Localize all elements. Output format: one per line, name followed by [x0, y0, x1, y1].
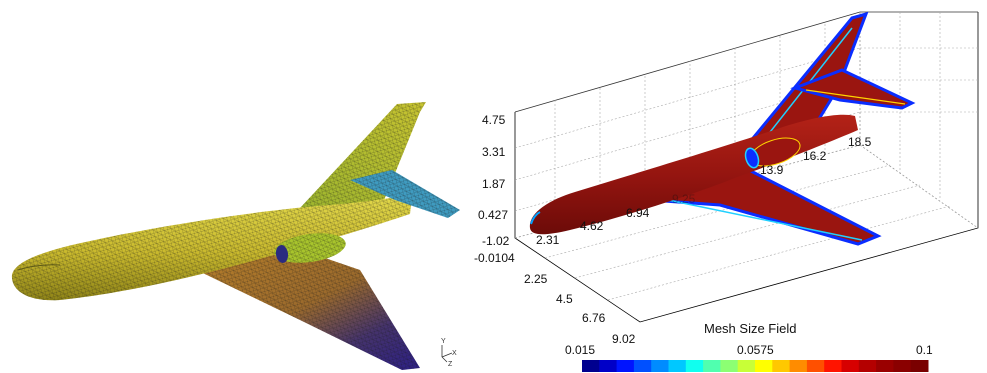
y-axis-ticks: -0.0104 2.25 4.5 6.76 9.02: [474, 251, 636, 346]
colorbar-swatch: [703, 360, 721, 372]
colorbar-swatch: [772, 360, 791, 372]
legend-max-label: 0.1: [916, 343, 933, 357]
y-tick: 4.5: [556, 292, 573, 306]
colorbar-swatch: [616, 360, 635, 372]
z-tick: 4.75: [482, 113, 506, 127]
y-tick: 2.25: [524, 272, 548, 286]
colorbar-swatches: [582, 360, 929, 372]
colorbar-swatch: [755, 360, 773, 372]
right-aircraft-size-field: [529, 11, 916, 246]
colorbar-swatch: [685, 360, 704, 372]
triad-z-label: Z: [448, 361, 453, 368]
z-axis-ticks: 4.75 3.31 1.87 0.427 -1.02: [478, 113, 510, 248]
y-tick: 9.02: [612, 332, 636, 346]
orientation-triad: Y X Z: [441, 338, 457, 368]
axes-box: [514, 11, 979, 323]
legend-min-label: 0.015: [565, 343, 595, 357]
colorbar-swatch: [737, 360, 756, 372]
colorbar-swatch: [910, 360, 929, 372]
legend-title: Mesh Size Field: [704, 321, 796, 336]
colorbar-swatch: [876, 360, 894, 372]
x-axis-ticks: 2.31 4.62 6.94 9.25 11.6 13.9 16.2 18.5: [536, 135, 872, 247]
x-tick: 6.94: [626, 206, 650, 220]
triad-x-label: X: [452, 350, 457, 357]
y-tick: 6.76: [582, 311, 606, 325]
colorbar-swatch: [582, 360, 600, 372]
colorbar-swatch: [858, 360, 877, 372]
x-tick: 4.62: [580, 219, 604, 233]
colorbar-swatch: [668, 360, 687, 372]
colorbar-swatch: [806, 360, 825, 372]
x-tick: 18.5: [848, 135, 872, 149]
left-aircraft-mesh: [11, 102, 460, 370]
x-tick: 11.6: [716, 179, 739, 193]
z-tick: -1.02: [482, 234, 510, 248]
y-tick: -0.0104: [474, 251, 515, 265]
z-tick: 1.87: [482, 177, 506, 191]
x-tick: 16.2: [803, 149, 827, 163]
triad-y-label: Y: [441, 338, 446, 345]
colorbar-swatch: [824, 360, 842, 372]
x-tick: 2.31: [536, 233, 560, 247]
colorbar-swatch: [720, 360, 739, 372]
x-tick: 13.9: [760, 163, 784, 177]
colorbar-swatch: [893, 360, 912, 372]
x-tick: 9.25: [672, 192, 696, 206]
z-tick: 3.31: [482, 145, 506, 159]
colorbar-swatch: [841, 360, 860, 372]
colorbar-swatch: [651, 360, 669, 372]
colorbar-swatch: [789, 360, 808, 372]
z-tick: 0.427: [478, 208, 508, 222]
colorbar-legend: Mesh Size Field 0.015 0.0575 0.1: [565, 321, 933, 372]
size-field-horizontal-tail: [790, 68, 916, 110]
colorbar-swatch: [633, 360, 652, 372]
colorbar-swatch: [599, 360, 618, 372]
legend-mid-label: 0.0575: [737, 343, 774, 357]
